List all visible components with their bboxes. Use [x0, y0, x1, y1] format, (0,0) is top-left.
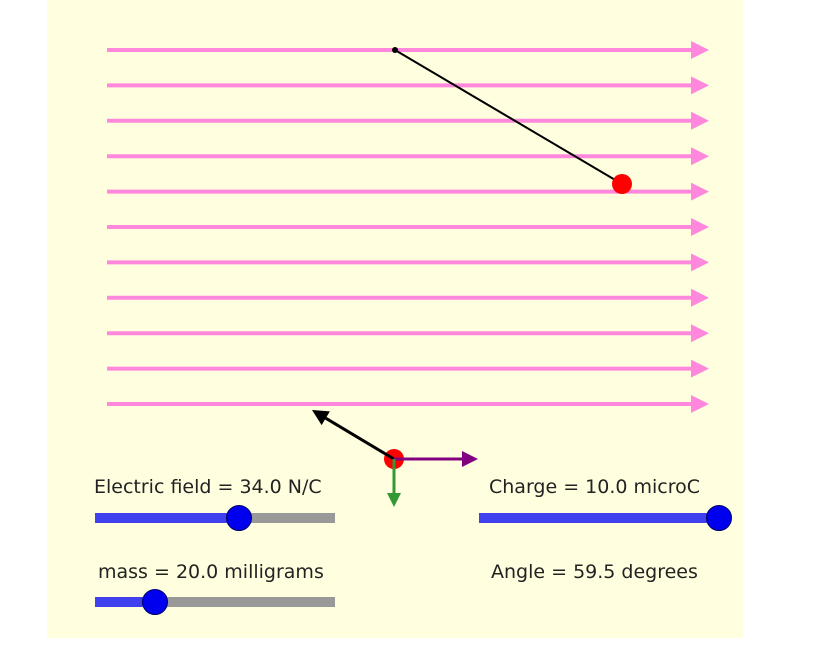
simulation-panel: Electric field = 34.0 N/C Charge = 10.0 … — [47, 0, 743, 638]
pendulum-string — [394, 49, 623, 185]
field-line-arrow — [107, 288, 709, 307]
field-line-arrow — [107, 41, 709, 59]
field-line-arrow — [107, 359, 709, 378]
field-line-arrow — [107, 253, 709, 272]
electric-force-vector — [394, 451, 478, 467]
slider-track — [95, 597, 335, 607]
slider-fill — [95, 597, 155, 607]
tension-force-vector — [312, 410, 395, 461]
slider-fill — [479, 513, 719, 523]
field-line-arrow — [107, 111, 709, 130]
electric-field-label: Electric field = 34.0 N/C — [94, 476, 322, 498]
field-line-arrow — [107, 218, 709, 236]
mass-label: mass = 20.0 milligrams — [98, 561, 324, 583]
gravity-force-vector — [387, 459, 401, 507]
field-line-arrow — [107, 76, 709, 95]
charge-slider[interactable] — [479, 503, 732, 533]
mass-slider[interactable] — [95, 587, 335, 617]
field-line-arrow — [107, 182, 709, 201]
slider-knob[interactable] — [706, 505, 732, 531]
pivot-point — [392, 47, 398, 53]
charge-label: Charge = 10.0 microC — [489, 476, 701, 498]
field-line-arrow — [107, 395, 709, 413]
slider-knob[interactable] — [226, 505, 252, 531]
slider-fill — [95, 513, 239, 523]
field-line-arrow — [107, 324, 709, 343]
angle-readout: Angle = 59.5 degrees — [491, 561, 698, 583]
field-scene — [107, 41, 709, 507]
electric-field-slider[interactable] — [95, 503, 335, 533]
field-line-arrow — [107, 147, 709, 166]
charged-ball — [612, 174, 632, 194]
slider-knob[interactable] — [142, 589, 168, 615]
